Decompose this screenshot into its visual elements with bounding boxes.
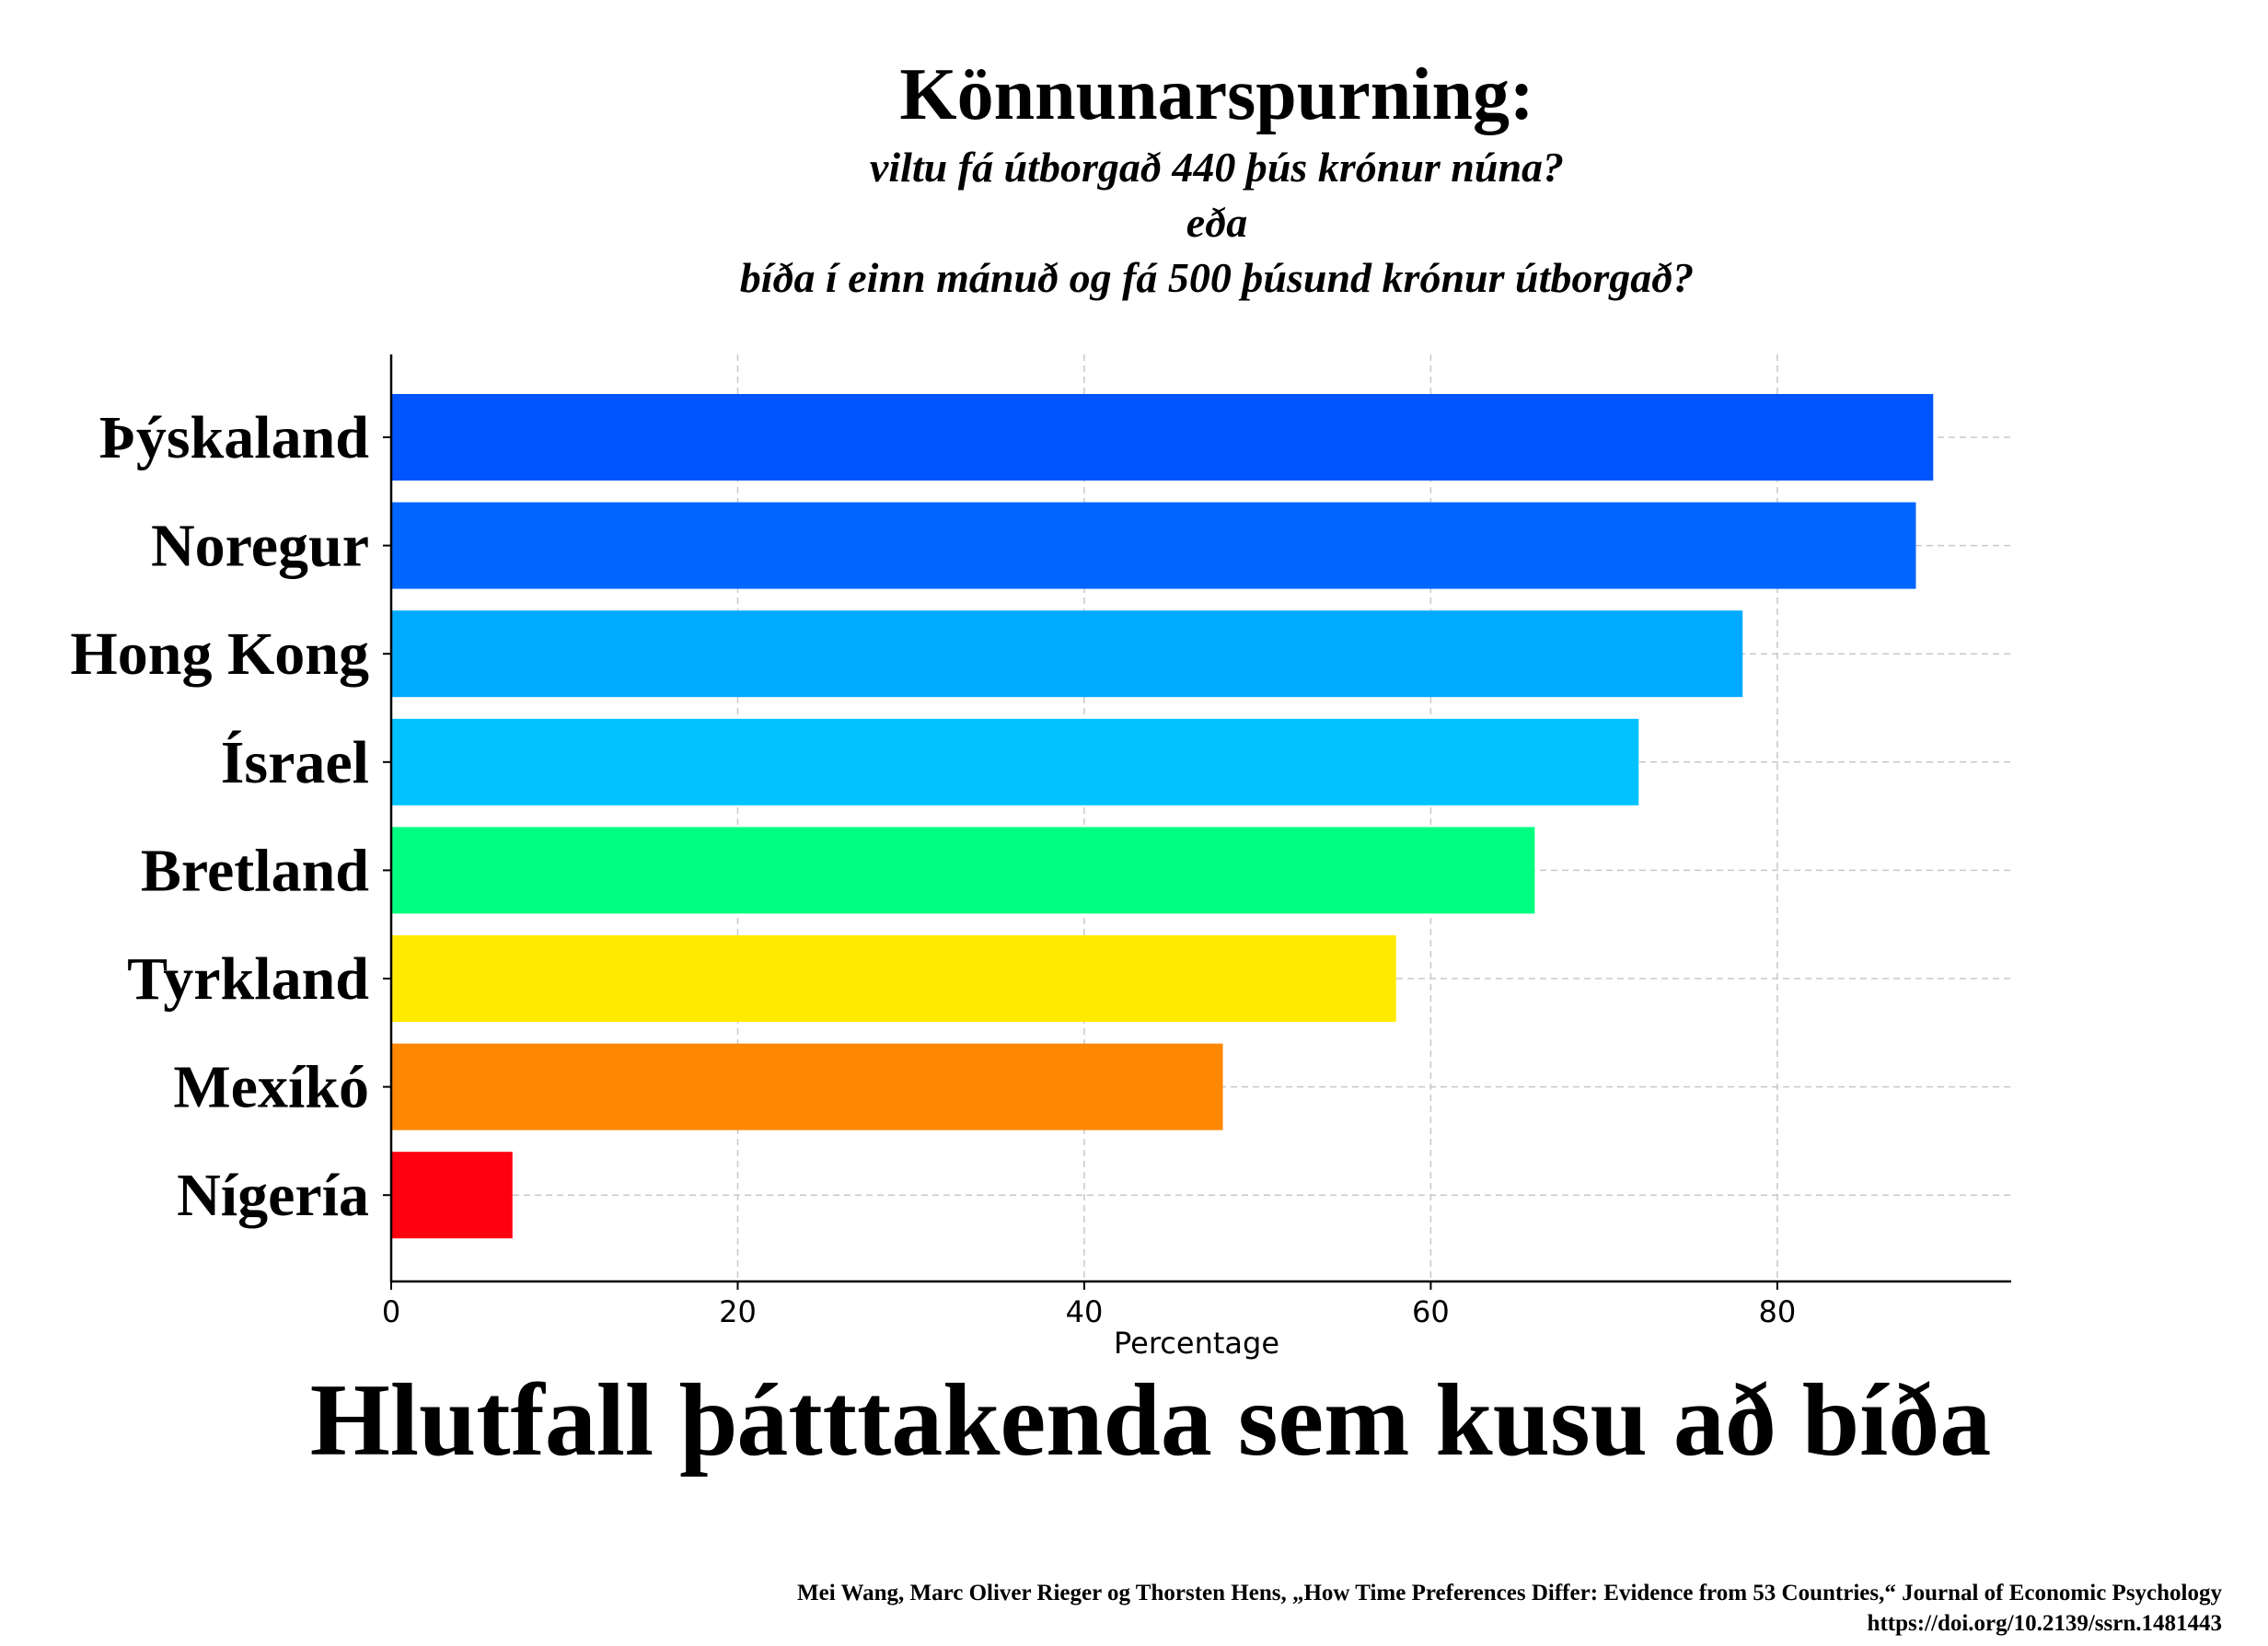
- y-tick-label-3: Ísrael: [221, 729, 369, 796]
- source-citation: Mei Wang, Marc Oliver Rieger og Thorsten…: [797, 1578, 2222, 1639]
- label-layer: 0 20 40 60 80 Þýskaland Noregur Hong Kong Ísrael…: [70, 404, 1796, 1329]
- source-line-2: https://doi.org/10.2139/ssrn.1481443: [1867, 1611, 2222, 1636]
- bar-4: [391, 827, 1535, 914]
- x-axis-label: Percentage: [1114, 1326, 1279, 1361]
- grid-layer: [391, 354, 2011, 1281]
- bar-3: [391, 718, 1639, 806]
- x-tick-label-2: 40: [1066, 1294, 1104, 1329]
- chart-caption: Hlutfall þátttakenda sem kusu að bíða: [309, 1363, 1992, 1478]
- y-tick-label-2: Hong Kong: [70, 620, 369, 688]
- x-tick-label-0: 0: [382, 1294, 400, 1329]
- bar-1: [391, 502, 1916, 589]
- bar-layer: [391, 394, 1934, 1239]
- source-line-1: Mei Wang, Marc Oliver Rieger og Thorsten…: [797, 1581, 2222, 1605]
- y-tick-label-4: Bretland: [141, 837, 369, 904]
- subtitle-line-3: bíða í einn mánuð og fá 500 þúsund krónu…: [739, 254, 1695, 301]
- bar-6: [391, 1043, 1223, 1130]
- bar-2: [391, 610, 1743, 698]
- y-tick-label-6: Mexíkó: [173, 1054, 369, 1121]
- subtitle-line-1: viltu fá útborgað 440 þús krónur núna?: [869, 144, 1565, 191]
- y-tick-label-7: Nígería: [177, 1162, 369, 1229]
- y-tick-label-5: Tyrkland: [127, 945, 369, 1013]
- chart-title: Könnunarspurning:: [899, 54, 1534, 135]
- bar-0: [391, 394, 1934, 481]
- x-tick-label-4: 80: [1759, 1294, 1797, 1329]
- y-tick-label-0: Þýskaland: [99, 404, 369, 471]
- axis-layer: [383, 354, 2011, 1290]
- subtitle-line-2: eða: [1186, 199, 1248, 246]
- x-tick-label-1: 20: [719, 1294, 757, 1329]
- y-tick-label-1: Noregur: [151, 513, 369, 580]
- x-tick-label-3: 60: [1412, 1294, 1450, 1329]
- chart-subtitle: viltu fá útborgað 440 þús krónur núna? e…: [0, 140, 2268, 306]
- bar-5: [391, 935, 1396, 1022]
- bar-7: [391, 1152, 513, 1239]
